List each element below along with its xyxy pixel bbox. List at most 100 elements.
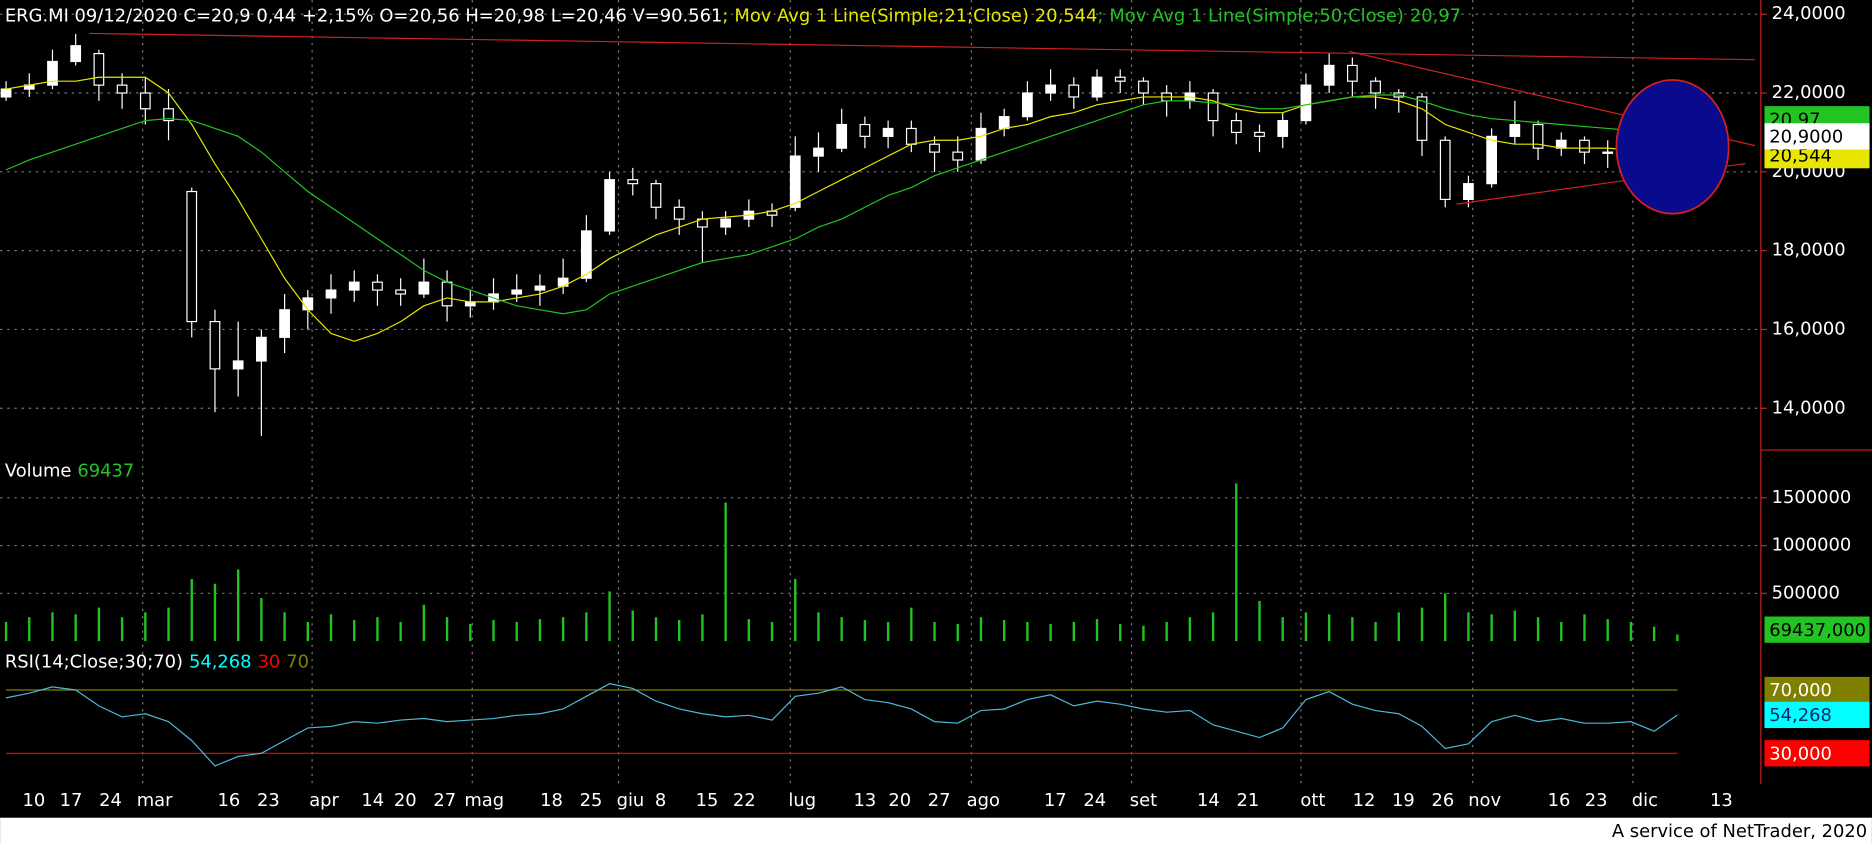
candle-body (441, 281, 453, 307)
candle-body (302, 297, 314, 311)
candle-body (789, 155, 801, 208)
y-tick-label: 1500000 (1772, 487, 1852, 508)
volume-bar (1444, 593, 1447, 642)
candle-body (1045, 84, 1056, 94)
x-tick-label: giu (617, 790, 645, 811)
volume-bar (1652, 626, 1656, 642)
last-price-tag-box (1764, 123, 1870, 150)
candle-body (650, 183, 662, 208)
rsi-line (5, 683, 1678, 767)
panel-value: 54,268 (189, 652, 252, 673)
x-tick-label: 24 (1083, 790, 1106, 811)
x-tick-label: lug (788, 790, 816, 811)
level-tag: 70,000 (1769, 680, 1832, 701)
volume-bar (1119, 623, 1122, 642)
volume-bar (120, 617, 124, 642)
volume-bar (910, 607, 913, 642)
volume-bar (28, 617, 31, 642)
candle-body (952, 151, 964, 161)
legend-separator: ; (1097, 6, 1103, 27)
level-tag-box (1764, 676, 1870, 704)
y-tick-label: 16,0000 (1772, 318, 1846, 339)
volume-bar (1188, 617, 1192, 642)
volume-bar (283, 612, 286, 642)
x-tick-label: 23 (257, 790, 280, 811)
volume-bar (97, 607, 101, 642)
volume-bar (1513, 610, 1517, 642)
ma21-tag: 20,544 (1769, 145, 1832, 166)
volume-bar (631, 610, 634, 642)
candle-body (372, 281, 383, 291)
last-price-tag: 20,9000 (1769, 127, 1843, 148)
x-tick-label: 27 (928, 790, 951, 811)
level-label: 70 (286, 652, 309, 673)
x-tick-label: 26 (1432, 790, 1455, 811)
volume-bar (492, 620, 495, 642)
y-tick-label: 18,0000 (1772, 240, 1846, 261)
volume-bar (260, 598, 263, 642)
candle-body (1091, 76, 1103, 98)
volume-bar (74, 614, 77, 642)
candle-body (1138, 80, 1149, 94)
volume-bar (329, 614, 333, 642)
y-tick-label: 14,0000 (1772, 397, 1846, 418)
x-tick-label: 20 (394, 790, 417, 811)
candle-body (116, 84, 128, 94)
candle-body (70, 45, 82, 63)
x-tick-label: nov (1468, 790, 1501, 811)
rsi-tag-box (1764, 701, 1870, 729)
candle-body (1207, 92, 1219, 122)
volume-bar (1235, 483, 1238, 642)
candle-body (186, 190, 198, 323)
candle-body (859, 123, 871, 137)
candle-body (882, 127, 894, 137)
x-tick-label: 18 (540, 790, 563, 811)
x-tick-label: 8 (655, 790, 666, 811)
panel-value: 69437 (77, 461, 134, 482)
volume-bar (399, 621, 402, 642)
candle-body (604, 179, 615, 232)
volume-bar (144, 612, 147, 642)
volume-bar (1676, 634, 1679, 642)
moving-average (5, 94, 1678, 315)
volume-bar (1490, 614, 1493, 642)
x-tick-label: 14 (1197, 790, 1220, 811)
candle-body (1230, 119, 1242, 134)
candle-body (47, 60, 58, 86)
candle-body (1579, 139, 1590, 153)
y-tick-label: 1000000 (1772, 535, 1852, 556)
volume-bar (585, 612, 588, 642)
panel-title: RSI(14;Close;30;70) 54,268 30 70 (5, 652, 309, 673)
x-tick-label: mar (137, 790, 173, 811)
volume-bar (1211, 612, 1215, 642)
axis: 10 17 24 mar 16 23 apr 14 20 27 mag 18 25 giu 8 15 22 lug… (5, 3, 1870, 811)
candle-body (139, 92, 151, 110)
candle-body (1416, 96, 1428, 141)
candle-body (1346, 64, 1358, 82)
volume-bar (51, 612, 54, 642)
candle-body (511, 289, 523, 295)
x-tick-label: 24 (99, 790, 122, 811)
legend-entry: Mov Avg 1 Line(Simple;50;Close) (1109, 6, 1403, 27)
candle-body (209, 320, 221, 370)
candle-body (1114, 76, 1126, 82)
volume-bar (1351, 617, 1354, 642)
level-label: 30 (258, 652, 281, 673)
candle-body (1254, 131, 1265, 137)
volume-bar (422, 604, 426, 642)
candle-body (163, 108, 174, 122)
x-tick-label: 25 (580, 790, 603, 811)
candle-body (534, 285, 546, 291)
volume-bar (1629, 621, 1633, 642)
volume-bar (1258, 600, 1261, 642)
candle-body (673, 206, 685, 220)
volume-bar (933, 621, 936, 642)
volume-bar (190, 578, 193, 642)
volume-bar (1420, 607, 1424, 642)
candle-body (1439, 139, 1451, 201)
volume-bar (840, 617, 843, 642)
volume-bar (515, 621, 518, 642)
legend-value: 20,544 (1035, 6, 1098, 27)
candle-body (418, 281, 430, 295)
footer: A service of NetTrader, 2020 (1612, 821, 1867, 842)
